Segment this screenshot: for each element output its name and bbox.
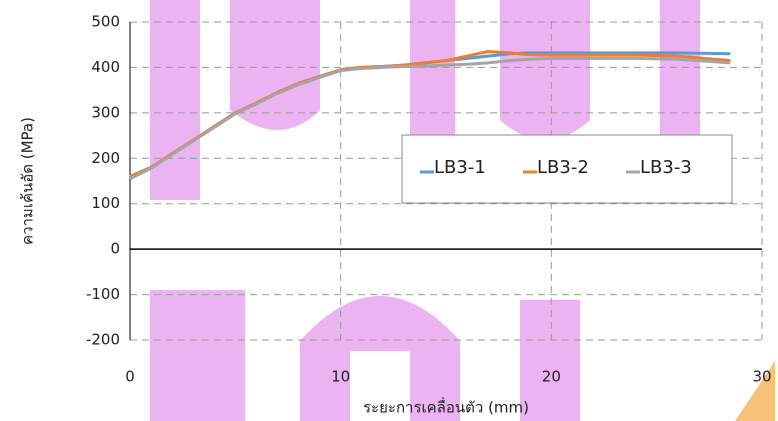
series-line: [129, 56, 731, 181]
y-tick-label: 200: [91, 149, 120, 167]
watermark: [150, 0, 700, 421]
y-tick-label: 500: [91, 13, 120, 31]
legend-label: LB3-2: [537, 157, 589, 178]
x-tick-label: 30: [752, 368, 771, 386]
x-tick-label: 10: [331, 368, 350, 386]
corner-mark: [735, 361, 775, 421]
y-tick-label: 0: [110, 240, 120, 258]
x-axis-label: ระยะการเคลื่อนตัว (mm): [363, 397, 529, 417]
x-tick-label: 20: [542, 368, 561, 386]
y-tick-label: 400: [91, 58, 120, 76]
legend-label: LB3-1: [434, 157, 486, 178]
y-axis-label: ความเค้นอัด (MPa): [19, 117, 37, 245]
legend-box: [401, 134, 733, 204]
legend-label: LB3-3: [640, 157, 692, 178]
y-tick-label: -100: [86, 285, 120, 303]
y-tick-label: -200: [86, 331, 120, 349]
y-tick-label: 300: [91, 103, 120, 121]
y-tick-label: 100: [91, 194, 120, 212]
x-tick-label: 0: [125, 368, 135, 386]
